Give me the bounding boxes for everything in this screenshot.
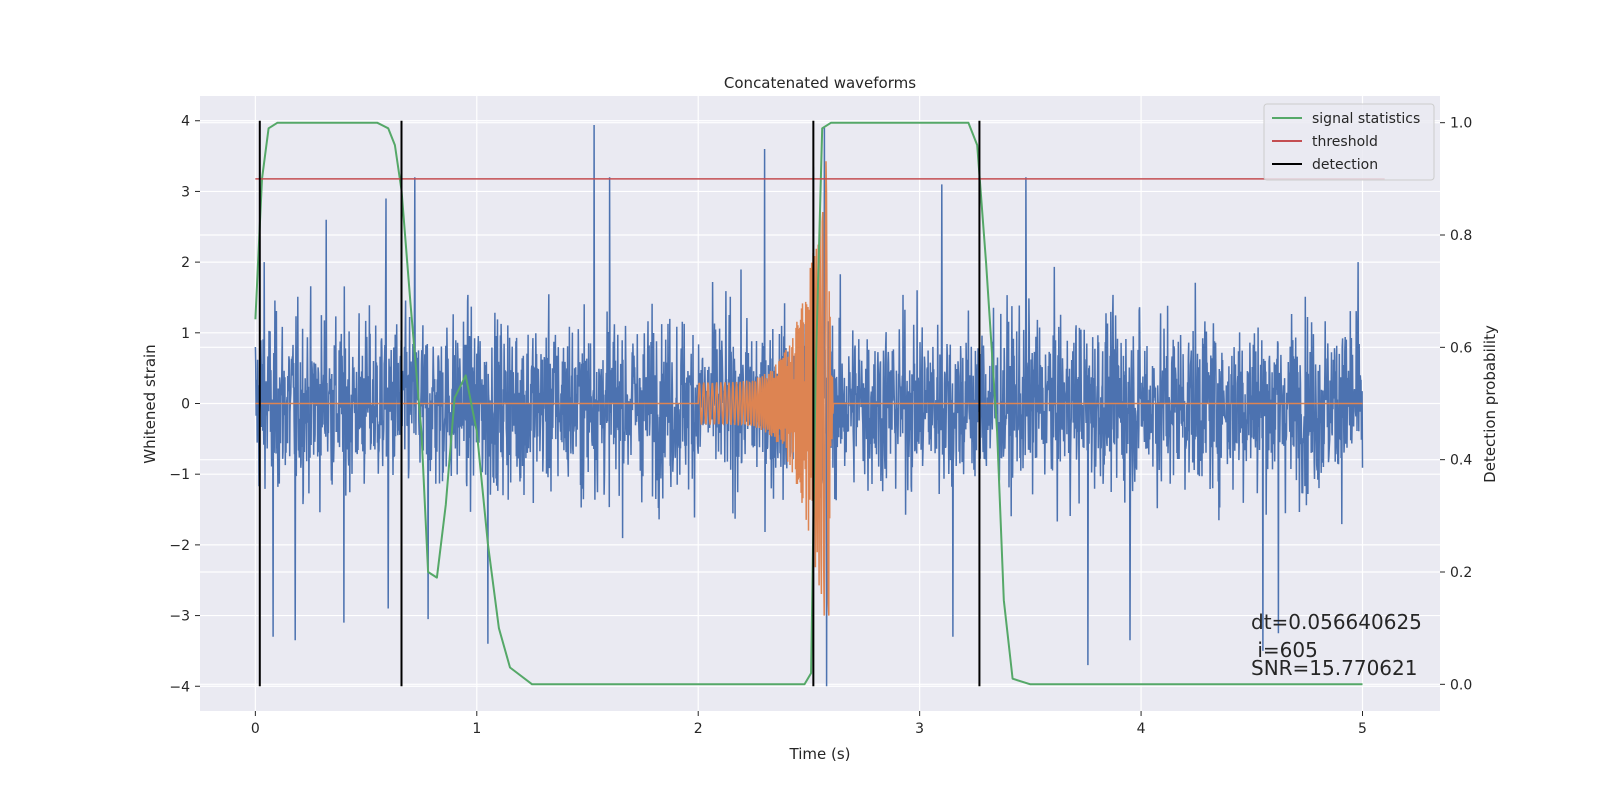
x-tick-label: 3	[915, 721, 924, 737]
y-tick-label: 4	[181, 114, 190, 130]
y-right-tick-label: 0.0	[1450, 677, 1472, 693]
y-tick-label: −3	[169, 609, 190, 625]
x-tick-label: 0	[251, 721, 260, 737]
y-axis-label: Whitened strain	[141, 344, 159, 463]
axes: 0 1 2 3 4 5 4 3 2 1 0 −1 −2 −3 −4 1.0 0.8 0.6 0.4 0.2 0.0	[169, 114, 1472, 737]
y-tick-label: −4	[169, 679, 190, 695]
y-tick-label: −2	[169, 538, 190, 554]
annotation-i: i=605	[1251, 638, 1318, 662]
x-axis-label: Time (s)	[789, 745, 851, 763]
x-tick-label: 1	[472, 721, 481, 737]
chart-title: Concatenated waveforms	[724, 74, 916, 92]
y-tick-label: 2	[181, 255, 190, 271]
annotation-snr: SNR=15.770621	[1251, 656, 1417, 680]
legend-label: threshold	[1312, 134, 1378, 150]
y-right-tick-label: 1.0	[1450, 116, 1472, 132]
y-right-tick-label: 0.8	[1450, 228, 1472, 244]
y-tick-label: 0	[181, 397, 190, 413]
x-tick-label: 2	[694, 721, 703, 737]
legend-label: signal statistics	[1312, 111, 1420, 127]
annotations: dt=0.056640625 i=605 SNR=15.770621	[1251, 610, 1422, 680]
x-tick-label: 5	[1358, 721, 1367, 737]
waveform-series-line	[255, 161, 1363, 616]
signal-statistics-line	[254, 121, 1363, 686]
legend-box	[1263, 103, 1435, 181]
y-right-tick-label: 0.4	[1450, 453, 1472, 469]
legend-label: detection	[1312, 157, 1378, 173]
annotation-dt: dt=0.056640625	[1251, 610, 1422, 634]
y-right-tick-label: 0.6	[1450, 340, 1472, 356]
y-tick-label: 1	[181, 326, 190, 342]
y-right-axis-label: Detection probability	[1481, 325, 1499, 483]
legend: signal statistics threshold detection	[1263, 103, 1435, 181]
y-tick-label: 3	[181, 184, 190, 200]
x-tick-label: 4	[1137, 721, 1146, 737]
plot-series	[254, 120, 1385, 687]
y-right-tick-label: 0.2	[1450, 565, 1472, 581]
y-tick-label: −1	[169, 467, 190, 483]
